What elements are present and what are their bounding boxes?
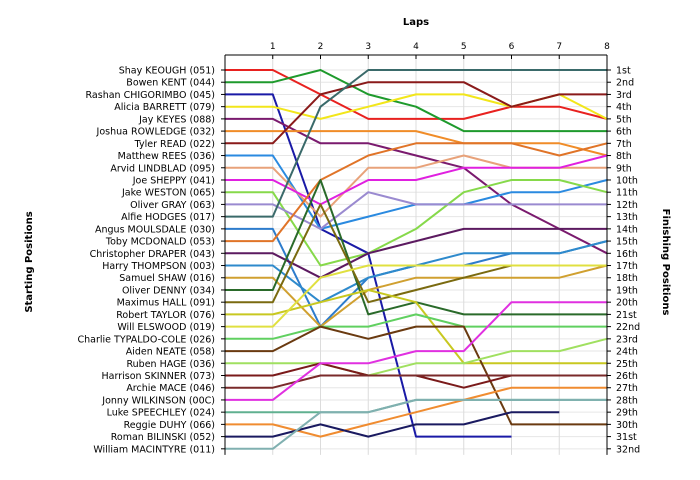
starting-position-label: Alfie HODGES (017): [121, 212, 215, 223]
finishing-position-label: 7th: [616, 139, 632, 150]
series-line: [225, 69, 607, 133]
y-axis-title-left: Starting Positions: [24, 211, 35, 312]
axes: [221, 54, 611, 455]
finishing-position-label: 16th: [616, 249, 638, 260]
finishing-position-label: 26th: [616, 371, 638, 382]
series-line: [225, 154, 608, 206]
starting-position-label: Ruben HAGE (036): [126, 359, 215, 370]
x-tick-label: 5: [461, 42, 467, 52]
starting-position-label: Rashan CHIGORIMBO (045): [86, 90, 215, 101]
starting-position-label: Aiden NEATE (058): [126, 347, 215, 358]
labels: 1 2 3 4 5 6 7 8 Shay KEOUGH (051)Bowen KENT (044…: [78, 42, 641, 455]
series-line: [225, 142, 608, 243]
series-line: [225, 130, 608, 157]
finishing-position-label: 23rd: [616, 334, 638, 345]
starting-position-label: Archie MACE (046): [126, 383, 215, 394]
finishing-position-label: 17th: [616, 261, 638, 272]
starting-position-label: Jake WESTON (065): [121, 188, 215, 199]
finishing-position-label: 20th: [616, 298, 638, 309]
finishing-position-label: 3rd: [616, 90, 632, 101]
series-line: [225, 411, 560, 438]
starting-position-label: Jay KEYES (088): [138, 114, 215, 125]
finishing-position-label: 1st: [616, 66, 631, 77]
starting-position-label: Joe SHEPPY (041): [132, 175, 215, 186]
x-tick-label: 8: [604, 42, 610, 52]
finishing-position-label: 14th: [616, 224, 638, 235]
finishing-position-label: 30th: [616, 420, 638, 431]
series-line: [225, 313, 607, 340]
starting-position-label: Joshua ROWLEDGE (032): [96, 127, 215, 138]
finishing-position-label: 15th: [616, 237, 638, 248]
finishing-position-label: 2nd: [616, 78, 634, 89]
starting-position-label: Oliver DENNY (034): [122, 285, 215, 296]
starting-position-label: Oliver GRAY (063): [130, 200, 215, 211]
starting-position-label: Bowen KENT (044): [126, 78, 215, 89]
starting-position-label: Luke SPEECHLEY (024): [107, 408, 215, 419]
series-line: [225, 398, 607, 450]
finishing-position-label: 5th: [616, 114, 632, 125]
finishing-position-label: 13th: [616, 212, 638, 223]
series-line: [225, 374, 607, 389]
series-line: [225, 264, 607, 328]
finishing-position-label: 6th: [616, 127, 632, 138]
finishing-position-label: 29th: [616, 408, 638, 419]
x-tick-label: 3: [365, 42, 371, 52]
x-tick-label: 1: [270, 42, 276, 52]
starting-position-label: Alicia BARRETT (079): [114, 102, 215, 113]
starting-position-label: Harry THOMPSON (003): [102, 261, 215, 272]
starting-position-label: Robert TAYLOR (076): [116, 310, 215, 321]
starting-position-label: Matthew REES (036): [118, 151, 215, 162]
starting-position-label: Tyler READ (022): [134, 139, 215, 150]
finishing-position-label: 24th: [616, 347, 638, 358]
series-line: [225, 264, 608, 328]
starting-position-label: Roman BILINSKI (052): [111, 432, 215, 443]
finishing-position-label: 9th: [616, 163, 632, 174]
finishing-position-label: 22nd: [616, 322, 640, 333]
finishing-position-label: 28th: [616, 395, 638, 406]
series-line: [225, 81, 607, 145]
starting-position-label: Reggie DUHY (066): [124, 420, 215, 431]
series-line: [225, 386, 607, 438]
starting-position-label: Christopher DRAPER (043): [90, 249, 215, 260]
x-axis-title: Laps: [403, 17, 429, 28]
series-line: [225, 301, 607, 401]
finishing-position-label: 21st: [616, 310, 637, 321]
x-tick-label: 7: [556, 42, 562, 52]
x-tick-label: 6: [509, 42, 515, 52]
finishing-position-label: 25th: [616, 359, 638, 370]
finishing-position-label: 32nd: [616, 444, 640, 455]
starting-position-label: Charlie TYPALDO-COLE (026): [78, 334, 216, 345]
y-axis-title-right: Finishing Positions: [660, 209, 671, 316]
series-lines: [225, 69, 608, 450]
finishing-position-label: 4th: [616, 102, 632, 113]
starting-position-label: Jonny WILKINSON (00C): [101, 395, 215, 406]
finishing-position-label: 12th: [616, 200, 638, 211]
starting-position-label: Harrison SKINNER (073): [102, 371, 216, 382]
starting-position-label: Angus MOULSDALE (030): [95, 224, 215, 235]
series-line: [225, 69, 607, 218]
starting-position-label: Shay KEOUGH (051): [119, 66, 215, 77]
starting-position-label: William MACINTYRE (011): [93, 444, 215, 455]
finishing-position-label: 31st: [616, 432, 637, 443]
finishing-position-label: 11th: [616, 188, 638, 199]
series-line: [225, 227, 607, 279]
starting-position-label: Will ELSWOOD (019): [117, 322, 215, 333]
finishing-position-label: 8th: [616, 151, 632, 162]
finishing-position-label: 18th: [616, 273, 638, 284]
starting-position-label: Arvid LINDBLAD (095): [110, 163, 215, 174]
finishing-position-label: 10th: [616, 175, 638, 186]
x-tick-label: 2: [318, 42, 324, 52]
series-line: [225, 325, 607, 426]
starting-position-label: Toby MCDONALD (053): [105, 237, 215, 248]
starting-position-label: Samuel SHAW (016): [119, 273, 215, 284]
series-line: [225, 179, 608, 267]
starting-position-label: Maximus HALL (091): [117, 298, 215, 309]
series-line: [225, 191, 607, 230]
finishing-position-label: 27th: [616, 383, 638, 394]
series-line: [225, 337, 608, 377]
finishing-position-label: 19th: [616, 285, 638, 296]
x-tick-label: 4: [413, 42, 419, 52]
